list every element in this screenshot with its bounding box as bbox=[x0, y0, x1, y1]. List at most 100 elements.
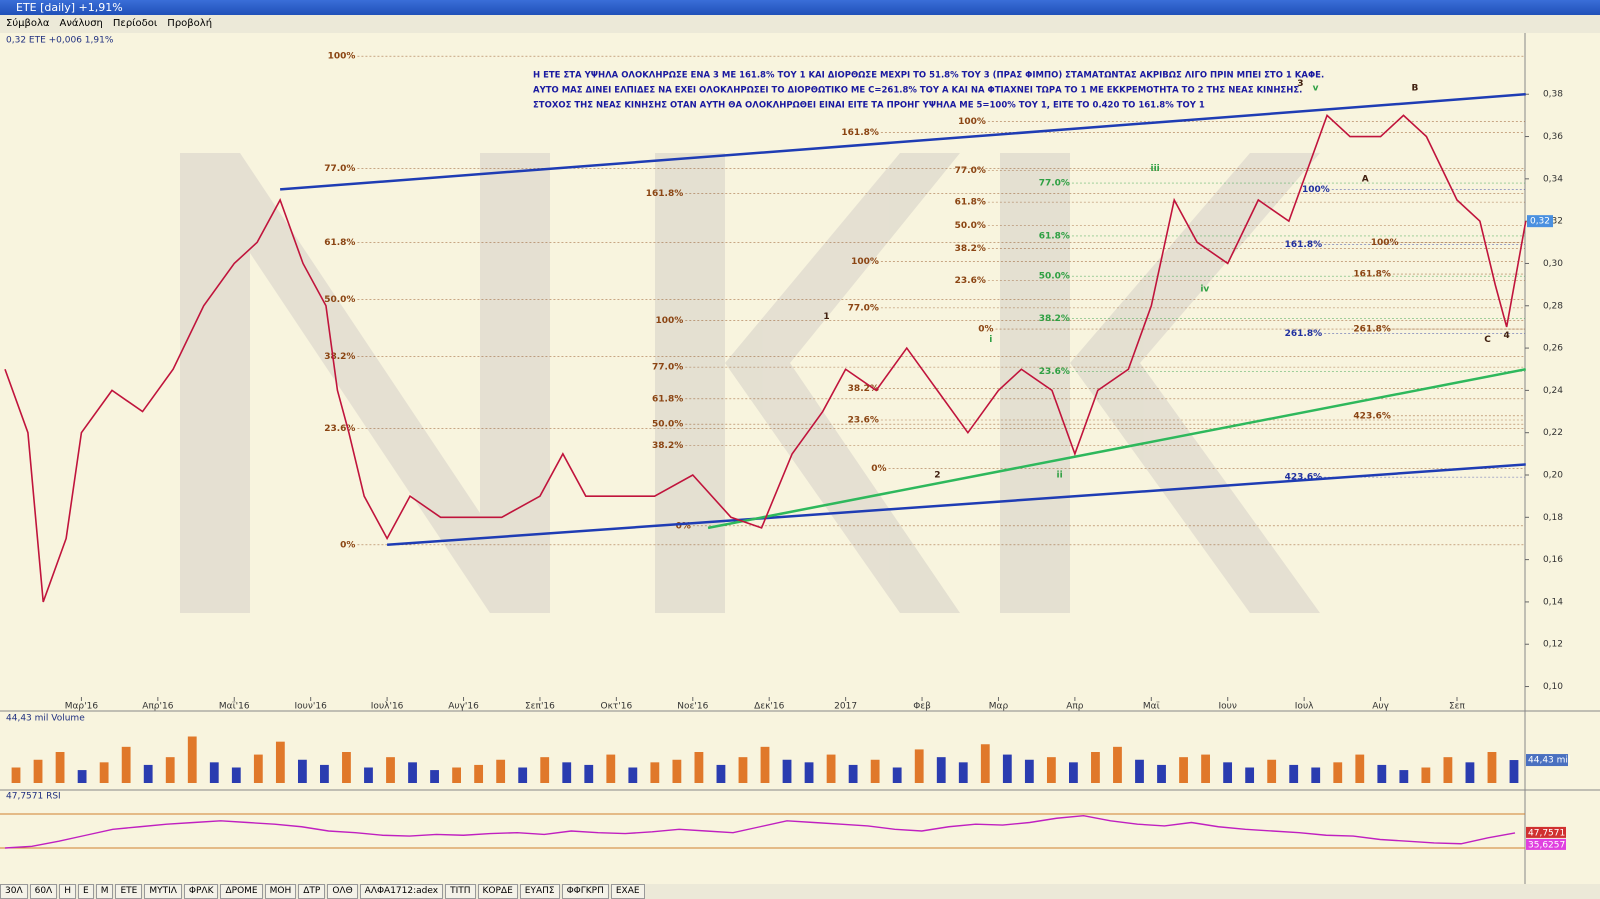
wave-label: i bbox=[989, 335, 992, 345]
fib-label: 100% bbox=[851, 257, 879, 267]
fib-label: 50.0% bbox=[652, 420, 683, 430]
wave-label: A bbox=[1362, 174, 1369, 184]
tab[interactable]: ΔΡΟΜΕ bbox=[220, 884, 263, 899]
menu-item[interactable]: Ανάλυση bbox=[59, 18, 103, 29]
tab[interactable]: E bbox=[78, 884, 94, 899]
volume-bar bbox=[936, 757, 946, 783]
legend: 0,32 ETE +0,006 1,91% bbox=[6, 36, 114, 46]
tab[interactable]: M bbox=[95, 884, 114, 899]
annotation: Η ΕΤΕ ΣΤΑ ΥΨΗΛΑ ΟΛΟΚΛΗΡΩΣΕ ΕΝΑ 3 ΜΕ 161.… bbox=[533, 71, 1324, 81]
x-tick-label: Ιουν bbox=[1219, 702, 1237, 712]
x-tick-label: Ιουν'16 bbox=[295, 702, 328, 712]
window-title: ETE [daily] +1,91% bbox=[0, 0, 1600, 15]
x-tick-label: Δεκ'16 bbox=[754, 702, 785, 712]
volume-bar bbox=[1267, 759, 1277, 783]
fib-label: 77.0% bbox=[1039, 179, 1070, 189]
fib-label: 61.8% bbox=[955, 198, 986, 208]
x-tick-label: Σεπ bbox=[1449, 702, 1466, 712]
tab[interactable]: ΦΡΛΚ bbox=[183, 884, 219, 899]
wave-label: iii bbox=[1150, 164, 1159, 174]
fib-label: 100% bbox=[655, 316, 683, 326]
volume-bar bbox=[452, 767, 461, 783]
tab[interactable]: ΜΟΗ bbox=[264, 884, 297, 899]
tab[interactable]: ΜΥΤΙΛ bbox=[144, 884, 182, 899]
fib-label: 161.8% bbox=[1285, 240, 1323, 250]
annotation: ΑΥΤΟ ΜΑΣ ΔΙΝΕΙ ΕΛΠΙΔΕΣ ΝΑ ΕΧΕΙ ΟΛΟΚΛΗΡΩΣ… bbox=[533, 86, 1302, 96]
tab[interactable]: H bbox=[59, 884, 76, 899]
tab[interactable]: 30Λ bbox=[0, 884, 28, 899]
menu-item[interactable]: Σύμβολα bbox=[6, 18, 50, 29]
volume-bar bbox=[209, 762, 219, 783]
fib-label: 0% bbox=[340, 540, 355, 550]
volume-bar bbox=[540, 757, 550, 783]
volume-bar bbox=[694, 752, 704, 783]
value-tag-bg bbox=[1526, 754, 1568, 767]
fib-label: 38.2% bbox=[955, 244, 986, 254]
volume-bar bbox=[253, 754, 263, 783]
y-tick-label: 0,24 bbox=[1543, 386, 1563, 396]
tab[interactable]: ΔΤΡ bbox=[298, 884, 326, 899]
value-tag: 44,43 mil bbox=[1528, 756, 1570, 766]
volume-bar bbox=[275, 741, 285, 783]
volume-bar bbox=[1311, 767, 1321, 783]
fib-label: 100% bbox=[328, 52, 356, 62]
volume-bar bbox=[848, 764, 858, 783]
tab[interactable]: ETE bbox=[115, 884, 143, 899]
volume-bar bbox=[1046, 757, 1056, 783]
fib-label: 50.0% bbox=[324, 295, 355, 305]
volume-bar bbox=[408, 762, 417, 783]
y-tick-label: 0,16 bbox=[1543, 555, 1563, 565]
volume-bar bbox=[1245, 767, 1255, 783]
menu-item[interactable]: Προβολή bbox=[167, 18, 213, 29]
volume-bar bbox=[980, 744, 990, 783]
value-tag-bg bbox=[1526, 826, 1566, 838]
price-tag-bg bbox=[1527, 215, 1553, 228]
wave-label: 2 bbox=[934, 471, 940, 481]
volume-bar bbox=[958, 762, 968, 783]
volume-bar bbox=[1091, 752, 1100, 783]
y-tick-label: 0,18 bbox=[1543, 513, 1563, 523]
tab[interactable]: ΕΥΑΠΣ bbox=[519, 884, 560, 899]
tab[interactable]: ΕΧΑΕ bbox=[610, 884, 645, 899]
volume-bar bbox=[1135, 759, 1144, 783]
x-tick-label: Φεβ bbox=[913, 702, 931, 712]
wave-label: iv bbox=[1200, 284, 1209, 294]
menu-item[interactable]: Περίοδοι bbox=[112, 18, 158, 29]
volume-bar bbox=[672, 759, 682, 783]
volume-bar bbox=[1024, 759, 1034, 783]
fib-label: 261.8% bbox=[1285, 329, 1323, 339]
volume-bar bbox=[738, 757, 748, 783]
volume-bar bbox=[606, 754, 616, 783]
fib-label: 0% bbox=[978, 325, 993, 335]
volume-bar bbox=[1333, 762, 1343, 783]
volume-bar bbox=[628, 767, 638, 783]
fib-label: 23.6% bbox=[848, 416, 879, 426]
volume-bar bbox=[584, 764, 594, 783]
trendline bbox=[387, 463, 1526, 547]
fib-label: 0% bbox=[676, 521, 691, 531]
x-tick-label: Αυγ'16 bbox=[448, 702, 479, 712]
volume-bar bbox=[760, 746, 770, 783]
volume-bar bbox=[716, 764, 726, 783]
fib-label: 61.8% bbox=[324, 238, 355, 248]
x-tick-label: 2017 bbox=[834, 702, 857, 712]
volume-bar bbox=[1465, 762, 1475, 783]
fib-label: 261.8% bbox=[1353, 325, 1391, 335]
tab[interactable]: ΚΟΡΔΕ bbox=[477, 884, 518, 899]
wave-label: C bbox=[1484, 335, 1491, 345]
volume-bar bbox=[474, 764, 484, 783]
tab[interactable]: 60Λ bbox=[29, 884, 58, 899]
tab[interactable]: ΑΛΦΑ1712:adex bbox=[359, 884, 444, 899]
tab[interactable]: ΤΙΤΠ bbox=[445, 884, 476, 899]
x-tick-label: Ιουλ'16 bbox=[371, 702, 404, 712]
x-tick-label: Μαϊ'16 bbox=[219, 702, 250, 712]
fib-label: 423.6% bbox=[1353, 411, 1391, 421]
fib-label: 100% bbox=[958, 117, 986, 127]
rsi-title: 47,7571 RSI bbox=[6, 792, 61, 802]
tab[interactable]: ΟΛΘ bbox=[327, 884, 358, 899]
fib-label: 61.8% bbox=[1039, 231, 1070, 241]
volume-bar bbox=[650, 762, 660, 783]
tab[interactable]: ΦΦΓΚΡΠ bbox=[561, 884, 609, 899]
x-tick-label: Απρ bbox=[1066, 702, 1084, 712]
volume-bar bbox=[1157, 764, 1166, 783]
